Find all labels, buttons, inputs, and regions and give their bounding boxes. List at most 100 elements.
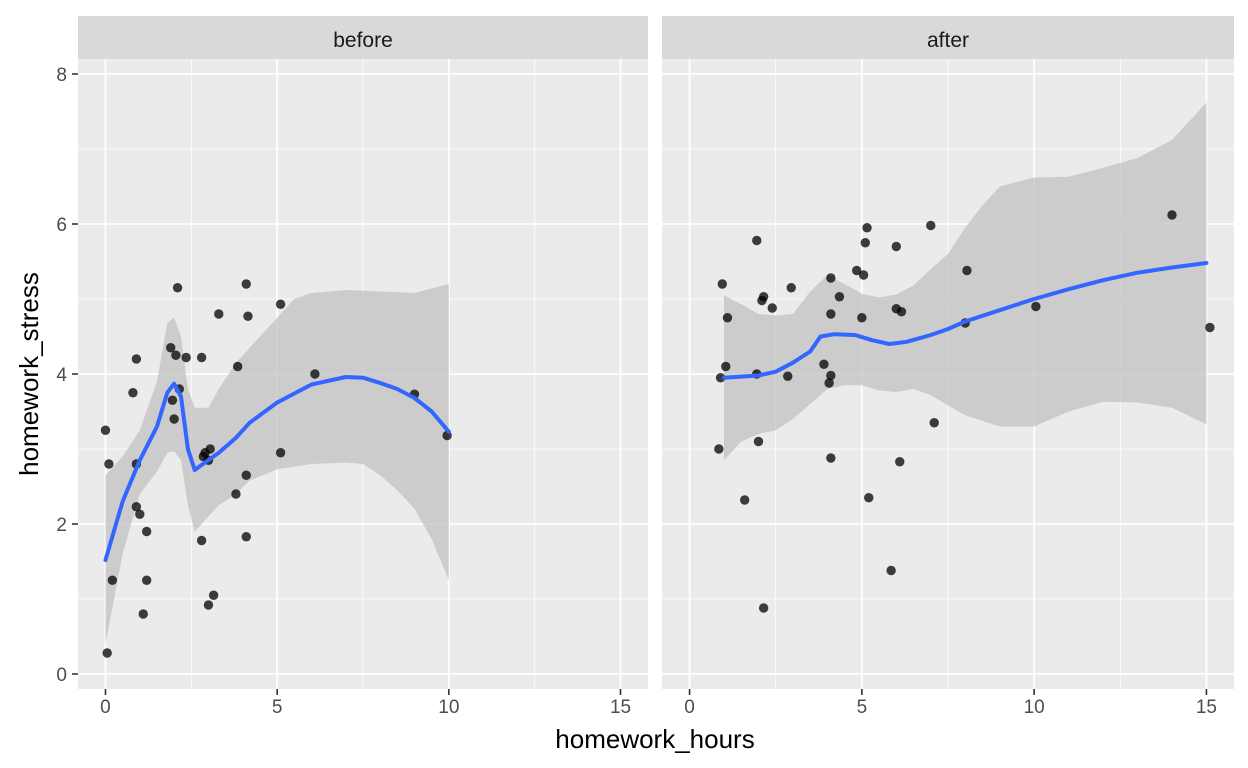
x-tick-label: 5 (857, 697, 868, 718)
data-point (715, 373, 726, 383)
x-axis-title: homework_hours (555, 724, 754, 754)
panel-after: after 0 5 10 15 (662, 16, 1234, 718)
data-point (860, 238, 871, 248)
data-point (208, 590, 219, 600)
data-point (858, 270, 869, 280)
data-point (104, 459, 114, 469)
data-point (241, 279, 251, 289)
data-point (886, 565, 896, 576)
x-axis-ticks-after: 0 5 10 15 (684, 689, 1217, 718)
data-point (1031, 301, 1041, 312)
confidence-ribbon-before (105, 284, 449, 644)
data-point (100, 425, 111, 435)
y-axis: 0 2 4 6 8 (56, 65, 78, 686)
data-point (783, 371, 793, 381)
data-point (962, 265, 972, 276)
data-point (131, 354, 142, 364)
strip-background-after (662, 16, 1234, 59)
data-point (758, 603, 769, 613)
data-point (131, 502, 142, 512)
data-point (107, 575, 118, 585)
data-point (138, 609, 148, 619)
data-point (826, 453, 836, 463)
smooth-trend-line (103, 375, 451, 562)
data-point (739, 495, 750, 505)
strip-background-before (78, 16, 648, 59)
data-point (753, 436, 764, 447)
smooth-line-after (722, 261, 1209, 380)
data-point (1205, 322, 1215, 333)
data-point (926, 220, 936, 231)
panel-before: before 0 5 10 15 (78, 16, 648, 718)
data-point (819, 359, 829, 369)
smooth-line-before (103, 375, 451, 562)
data-point (141, 575, 152, 585)
data-point (758, 292, 769, 302)
data-point (232, 361, 243, 372)
x-tick-label: 10 (1024, 697, 1045, 718)
data-point (172, 283, 183, 293)
data-point (714, 444, 724, 454)
confidence-band (724, 102, 1207, 461)
points-before (100, 279, 452, 658)
data-point (896, 307, 907, 317)
data-point (205, 444, 215, 454)
data-point (862, 223, 872, 233)
y-tick-label: 8 (56, 65, 67, 86)
points-after (714, 210, 1215, 613)
data-point (767, 303, 777, 313)
data-point (102, 648, 112, 658)
strip-label-before: before (333, 29, 393, 52)
data-point (166, 343, 176, 353)
data-point (141, 526, 152, 537)
x-tick-label: 5 (272, 697, 283, 718)
data-point (864, 493, 874, 503)
data-point (929, 418, 939, 428)
confidence-ribbon-after (724, 102, 1207, 461)
data-point (203, 600, 214, 610)
data-point (231, 489, 241, 499)
data-point (196, 352, 207, 363)
y-tick-label: 2 (56, 515, 67, 536)
data-point (196, 535, 207, 546)
y-tick-label: 4 (56, 365, 67, 386)
data-point (721, 361, 731, 372)
x-tick-label: 0 (684, 697, 695, 718)
data-point (241, 532, 251, 542)
y-tick-label: 6 (56, 215, 67, 236)
x-tick-label: 15 (1196, 697, 1217, 718)
data-point (722, 313, 733, 323)
data-point (243, 311, 253, 321)
data-point (851, 265, 862, 276)
data-point (135, 509, 145, 519)
data-point (826, 273, 836, 283)
data-point (128, 388, 138, 398)
data-point (181, 352, 191, 363)
data-point (826, 309, 836, 319)
strip-label-after: after (927, 29, 969, 52)
data-point (241, 470, 251, 480)
y-tick-label: 0 (56, 665, 67, 686)
data-point (171, 350, 181, 360)
x-tick-label: 15 (610, 697, 631, 718)
y-axis-title: homework_stress (14, 272, 44, 476)
x-axis-ticks-before: 0 5 10 15 (100, 689, 631, 718)
data-point (169, 414, 179, 424)
data-point (717, 279, 728, 289)
data-point (824, 378, 834, 388)
x-tick-label: 10 (438, 697, 459, 718)
data-point (310, 369, 320, 379)
data-point (826, 370, 836, 381)
data-point (275, 299, 286, 309)
data-point (167, 395, 178, 405)
data-point (752, 235, 762, 246)
x-tick-label: 0 (100, 697, 111, 718)
data-point (275, 448, 286, 458)
smooth-trend-line (722, 261, 1209, 380)
data-point (895, 457, 905, 467)
data-point (857, 313, 867, 323)
data-point (214, 309, 224, 319)
data-point (891, 241, 902, 252)
data-point (834, 292, 845, 302)
